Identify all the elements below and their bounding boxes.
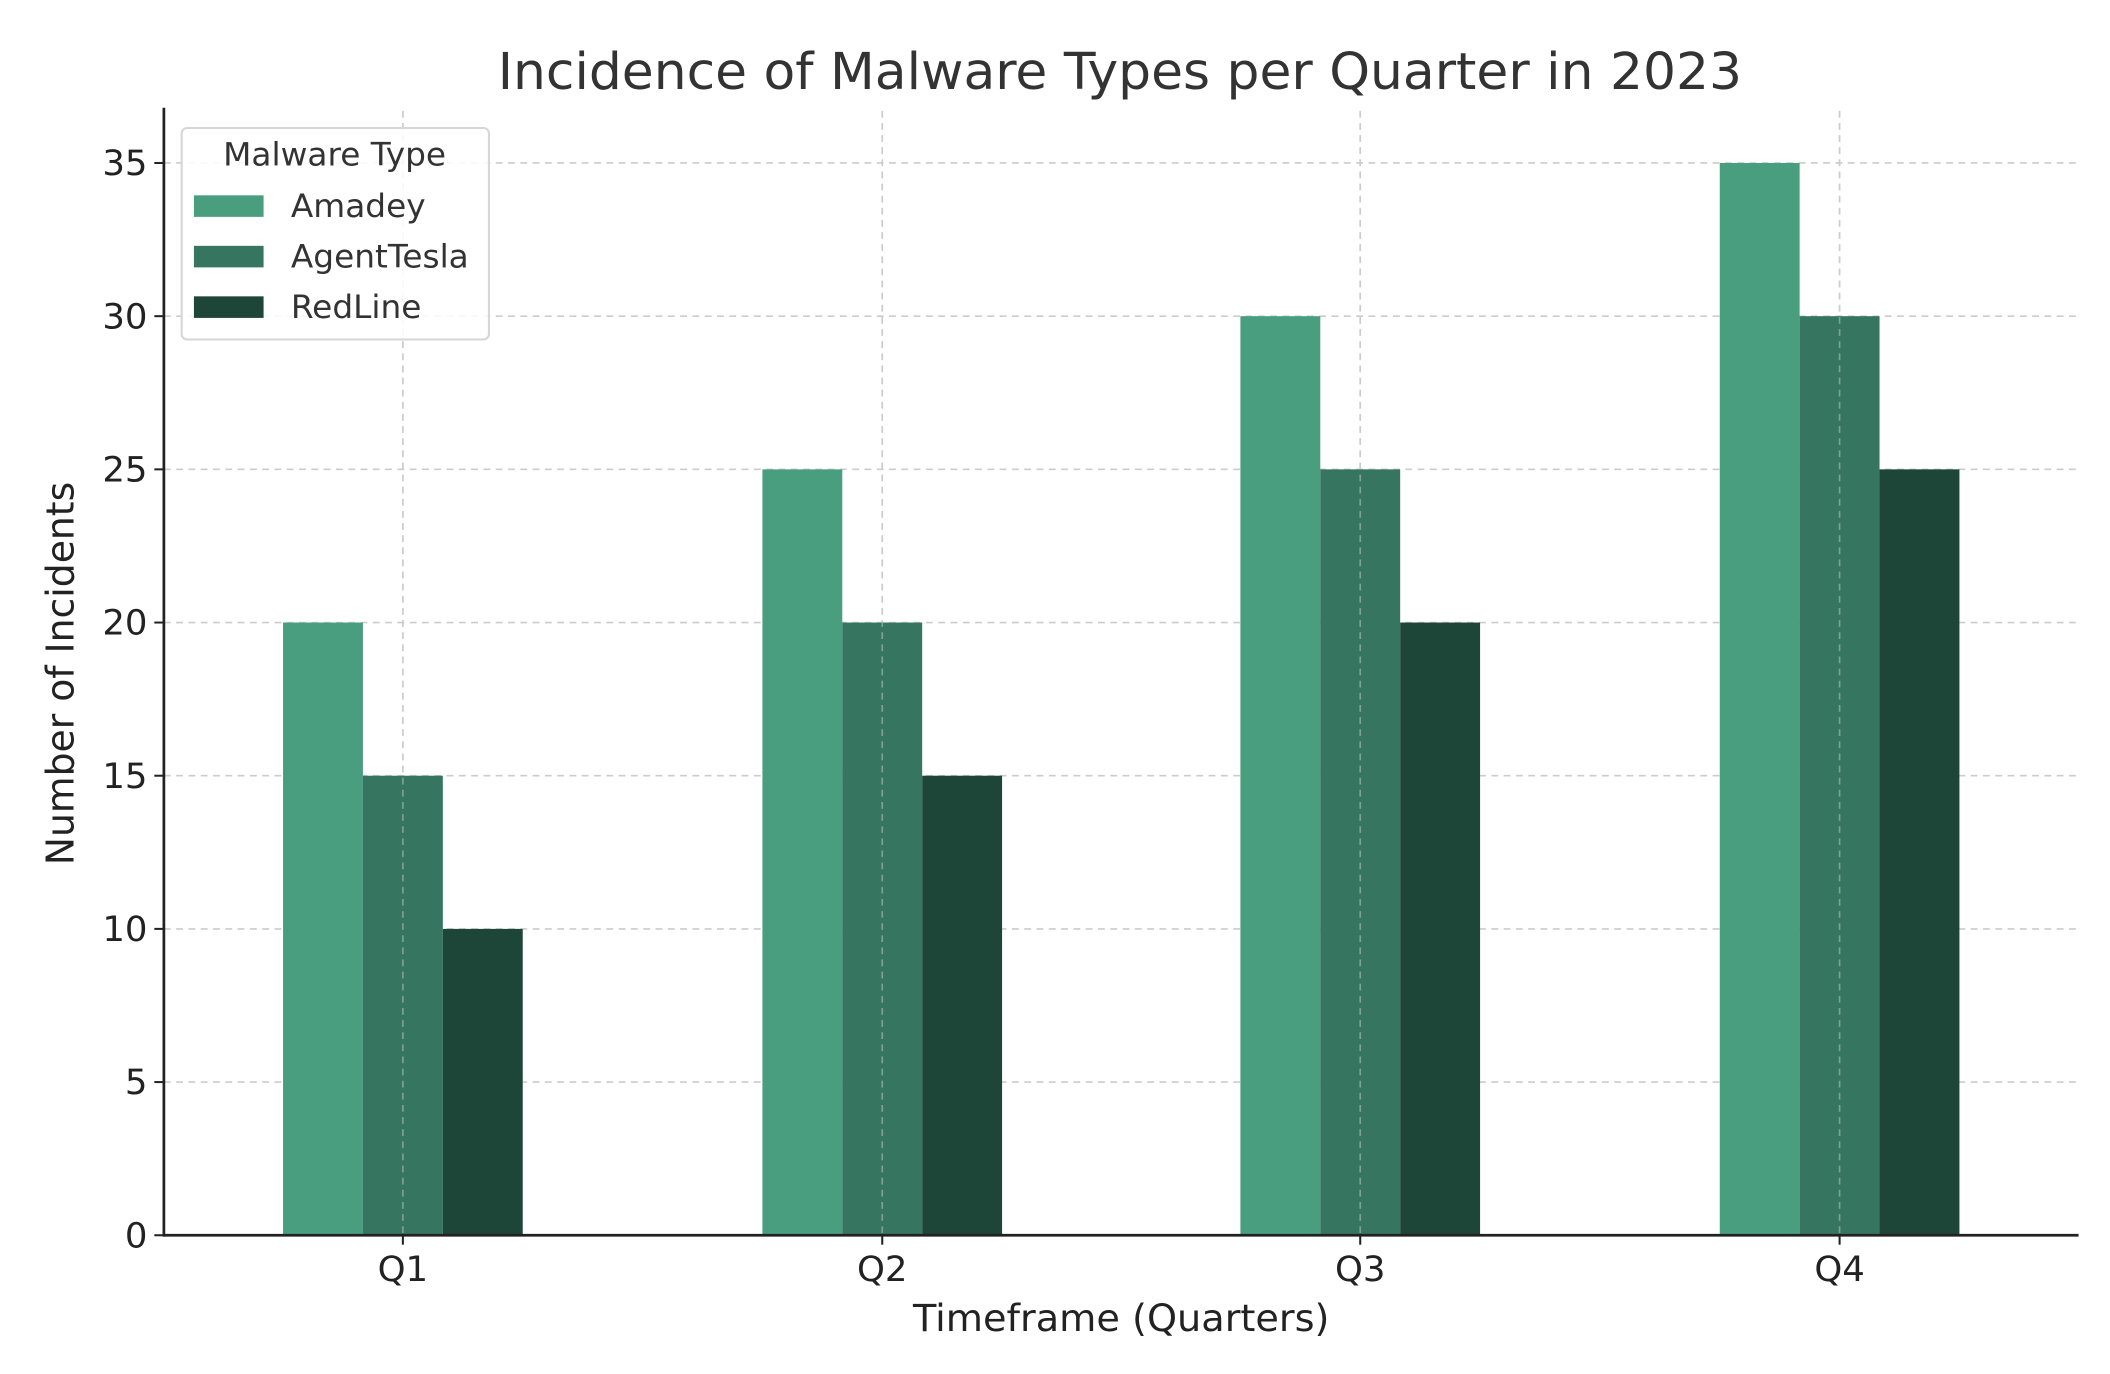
x-axis-label: Timeframe (Quarters) xyxy=(912,1296,1330,1340)
y-tick-label: 20 xyxy=(102,603,147,644)
bar-redline-q4 xyxy=(1879,469,1960,1236)
x-tick-label: Q1 xyxy=(378,1249,429,1290)
y-tick-label: 0 xyxy=(125,1216,148,1257)
y-tick-label: 25 xyxy=(102,450,147,491)
legend-label-agenttesla: AgentTesla xyxy=(291,238,469,276)
x-tick-label: Q3 xyxy=(1335,1249,1386,1290)
bar-redline-q3 xyxy=(1400,622,1481,1236)
x-tick-label: Q2 xyxy=(857,1249,908,1290)
y-tick-label: 30 xyxy=(102,297,147,338)
bar-amadey-q3 xyxy=(1240,316,1321,1236)
bar-amadey-q4 xyxy=(1719,162,1800,1236)
bar-redline-q2 xyxy=(922,775,1003,1236)
legend-swatch-redline xyxy=(193,296,264,318)
chart-title: Incidence of Malware Types per Quarter i… xyxy=(498,42,1742,102)
bar-amadey-q1 xyxy=(283,622,363,1236)
bar-amadey-q2 xyxy=(762,469,843,1236)
y-tick-label: 10 xyxy=(102,909,147,950)
y-tick-label: 15 xyxy=(102,756,147,797)
legend-frame xyxy=(180,126,490,341)
legend-title: Malware Type xyxy=(223,136,446,174)
y-tick-label: 35 xyxy=(102,143,147,184)
legend: Malware Type Amadey AgentTesla RedLine xyxy=(180,126,490,341)
y-tick-label: 5 xyxy=(125,1062,148,1103)
bar-redline-q1 xyxy=(442,928,523,1236)
legend-label-amadey: Amadey xyxy=(291,187,426,225)
x-tick-label: Q4 xyxy=(1814,1249,1865,1290)
legend-swatch-amadey xyxy=(193,195,264,217)
y-axis-label: Number of Incidents xyxy=(39,482,83,865)
legend-swatch-agenttesla xyxy=(193,245,264,268)
legend-label-redline: RedLine xyxy=(291,288,422,326)
